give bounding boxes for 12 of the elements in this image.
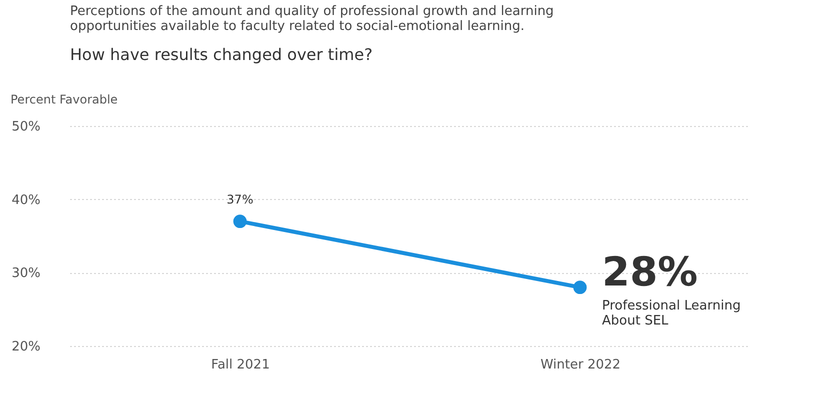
y-tick-label: 30%	[12, 266, 40, 282]
chart-title: Perceptions of the amount and quality of professional growth and learning opportunities available to faculty related to social-emotional learning.	[70, 4, 554, 34]
x-tick-label: Fall 2021	[211, 358, 270, 372]
series-label: Professional Learning About SEL	[602, 298, 741, 328]
data-label: 28%	[602, 249, 698, 296]
x-tick-label: Winter 2022	[540, 358, 621, 372]
y-tick-label: 40%	[12, 192, 40, 208]
data-label: 37%	[226, 192, 254, 206]
chart-subtitle: How have results changed over time?	[70, 45, 373, 64]
y-tick-label: 50%	[12, 120, 40, 134]
y-tick-label: 20%	[12, 340, 40, 354]
y-axis-title: Percent Favorable	[10, 92, 118, 106]
